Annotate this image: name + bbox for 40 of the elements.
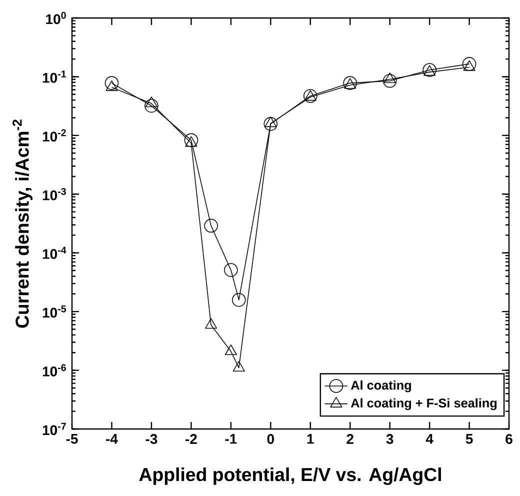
y-tick-label: 10$^{-4}$ — [42, 246, 66, 259]
point — [232, 360, 245, 372]
x-axis-title: Applied potential, E/V vs. Ag/AgCl — [139, 467, 441, 485]
x-tick-label: 3 — [386, 434, 394, 444]
x-tick-label: 6 — [506, 434, 512, 444]
legend-label: Al coating + F-Si sealing — [350, 398, 497, 410]
y-tick-label: 10$^{-3}$ — [42, 188, 66, 200]
x-tick-label: 0 — [267, 434, 274, 444]
x-tick-label: 4 — [426, 434, 434, 444]
point — [144, 98, 158, 113]
y-tick-label: 10$^{-5}$ — [42, 305, 66, 318]
point — [145, 96, 158, 108]
y-tick-label: 10$^{-2}$ — [42, 129, 66, 142]
point — [232, 293, 246, 307]
point — [382, 74, 397, 88]
point — [264, 117, 278, 131]
point — [224, 344, 237, 356]
y-tick-label: 10$^{-1}$ — [42, 70, 66, 83]
x-tick-label: -5 — [66, 434, 78, 444]
point — [463, 60, 476, 71]
point — [264, 116, 277, 128]
x-tick-label: 2 — [346, 434, 354, 444]
x-tick-label: -1 — [225, 434, 237, 444]
point — [224, 263, 238, 277]
point — [204, 218, 218, 233]
x-tick-label: 1 — [307, 434, 314, 444]
y-tick-label: 10$^{-6}$ — [42, 364, 66, 376]
x-tick-label: 5 — [466, 434, 473, 444]
point — [205, 318, 218, 329]
y-tick-label: 10$^{0}$ — [46, 12, 66, 24]
x-tick-label: -2 — [186, 434, 197, 444]
y-tick-label: 10$^{-7}$ — [42, 422, 66, 436]
point — [384, 72, 396, 84]
x-tick-label: -3 — [146, 434, 158, 444]
point — [185, 136, 198, 147]
legend-label: Al coating — [350, 380, 412, 392]
x-tick-label: -4 — [106, 434, 118, 444]
point — [184, 133, 198, 148]
point — [462, 57, 476, 71]
y-axis-title: Current density, i/Acm$^{-2}$ — [12, 120, 33, 328]
